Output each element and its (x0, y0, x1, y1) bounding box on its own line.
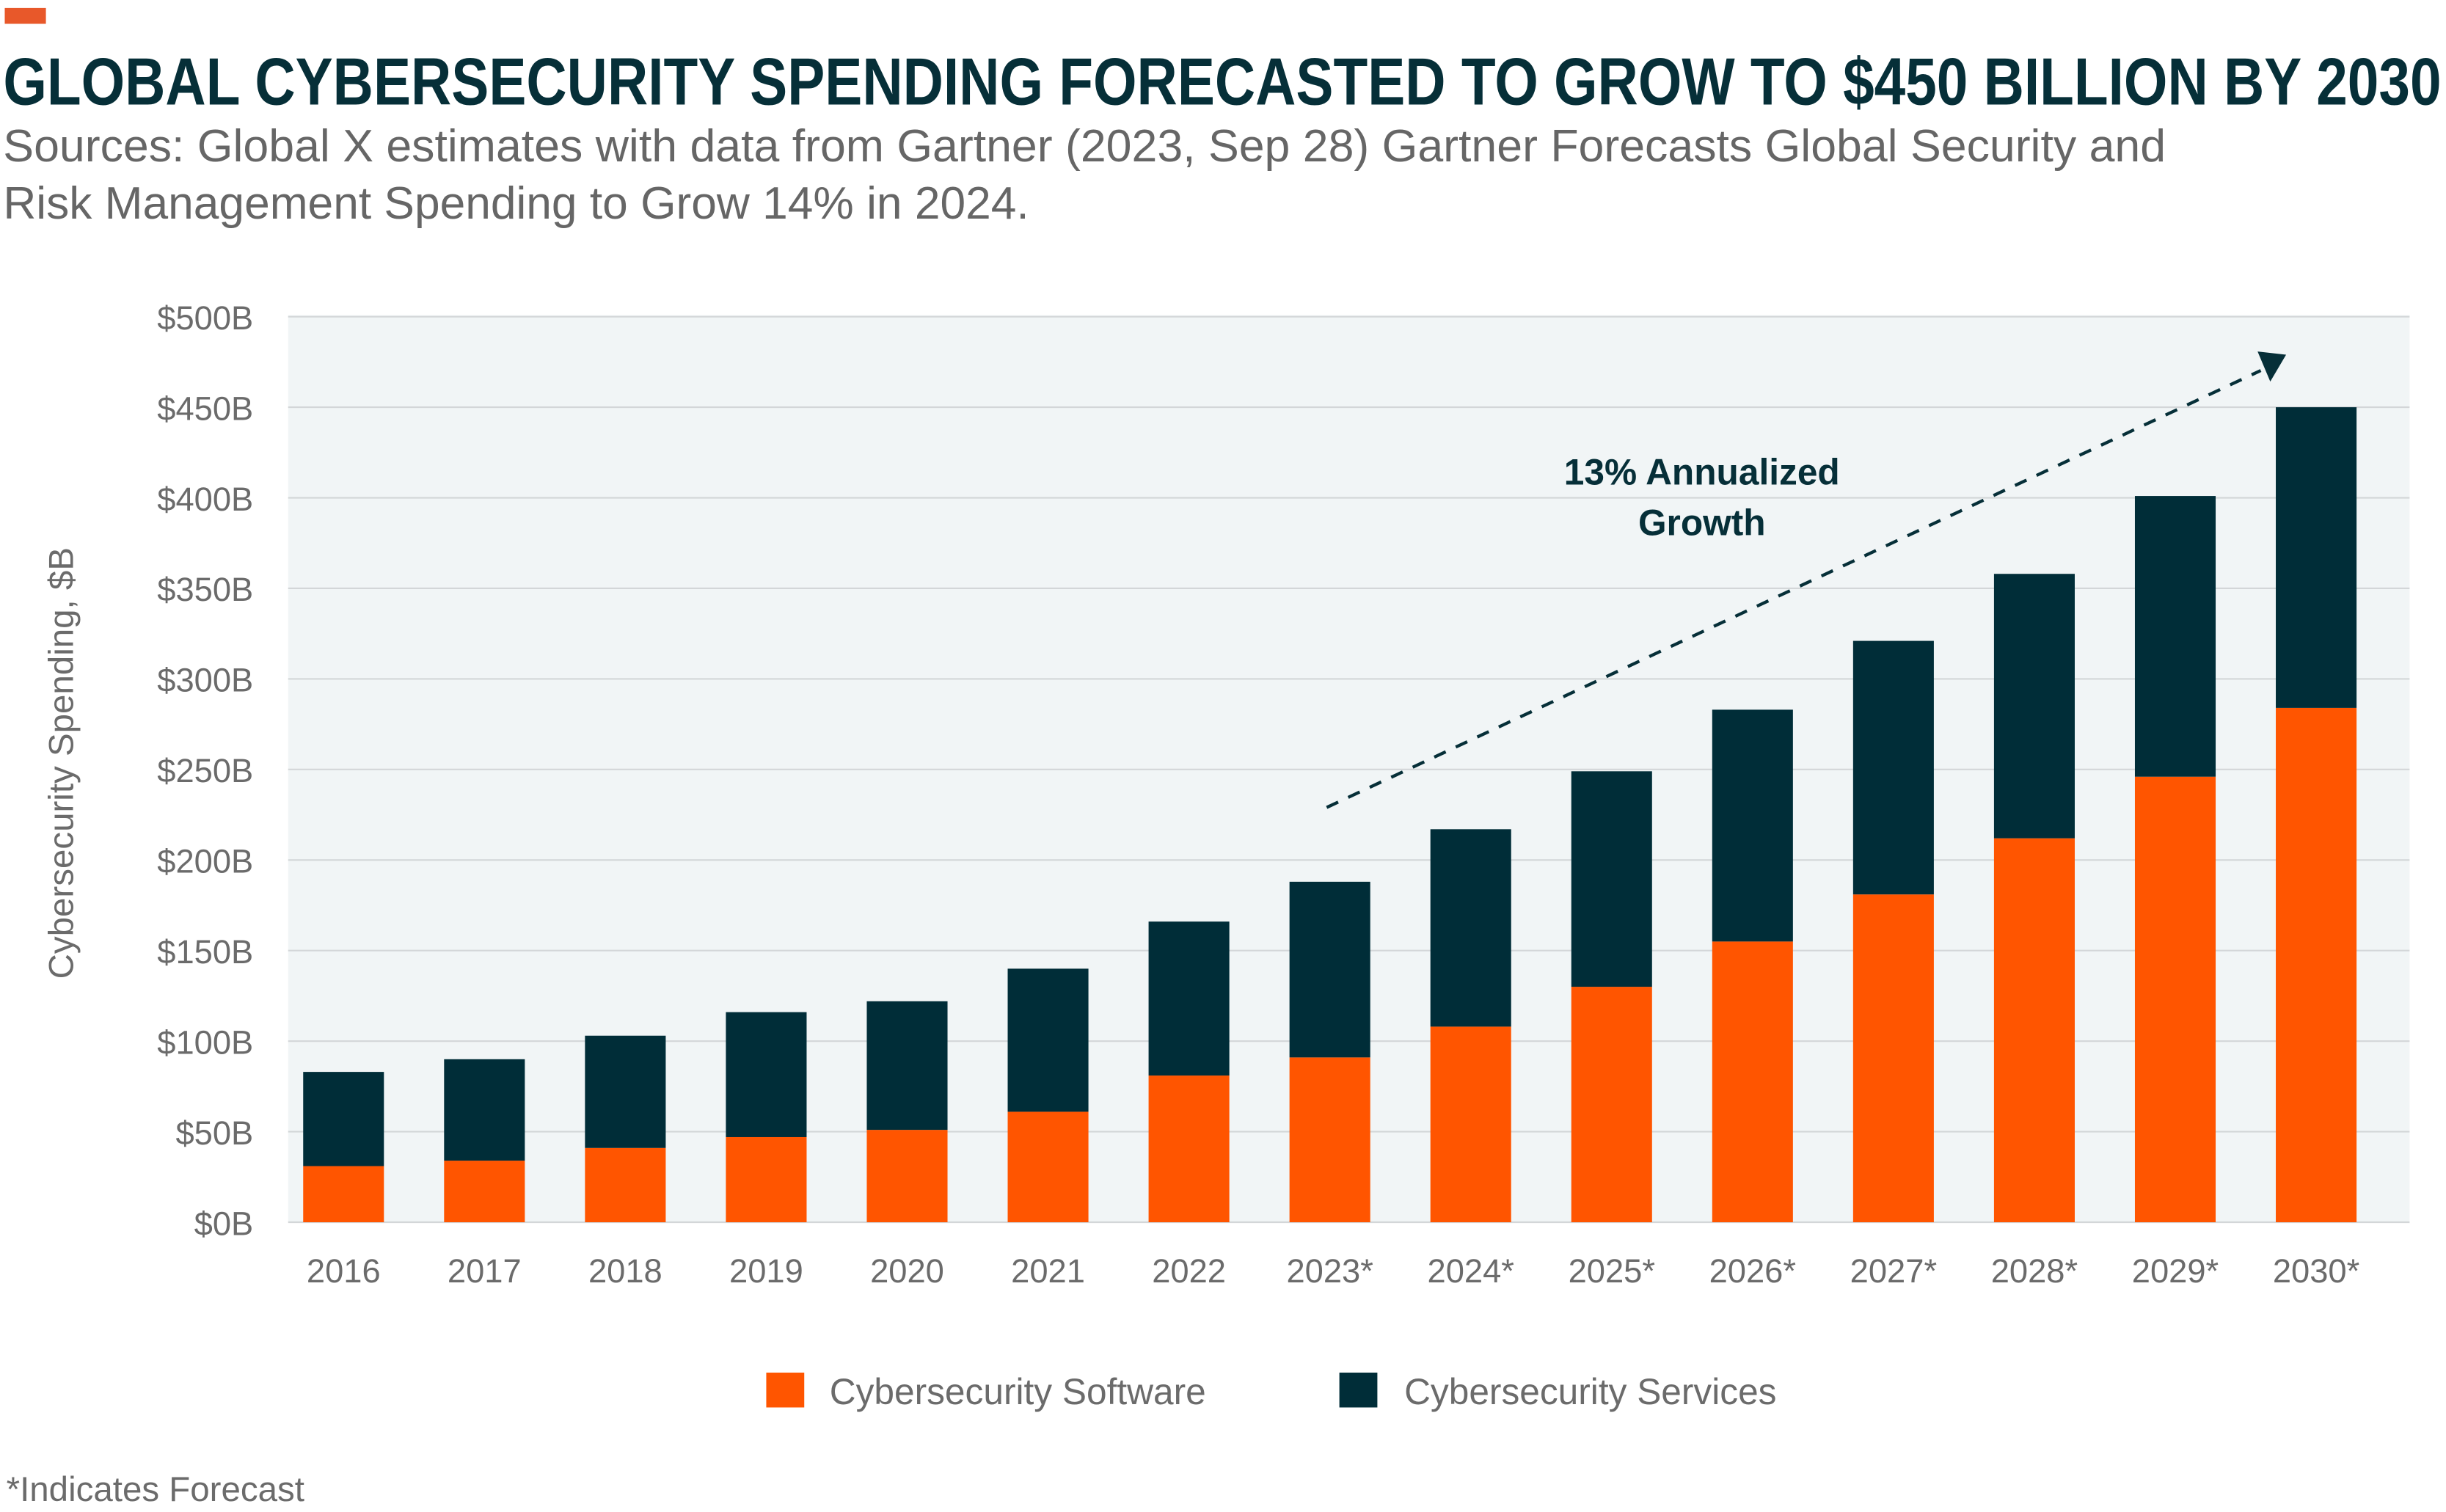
bar-software (1007, 1111, 1089, 1223)
bar-software (1430, 1026, 1511, 1223)
y-tick-label: $200B (157, 843, 253, 880)
bar-software (1148, 1075, 1230, 1223)
y-tick-label: $300B (157, 662, 253, 699)
bar-software (2276, 707, 2357, 1223)
x-tick-label: 2017 (448, 1252, 522, 1290)
bar-services (1712, 709, 1793, 942)
bar-software (1712, 941, 1793, 1223)
y-tick-label: $0B (194, 1205, 254, 1242)
growth-arrow-head (2257, 351, 2287, 382)
bar-services (1007, 968, 1089, 1112)
x-tick-label: 2016 (307, 1252, 381, 1290)
x-tick-label: 2028* (1991, 1252, 2078, 1290)
x-tick-label: 2018 (588, 1252, 662, 1290)
bar-services (1852, 640, 1934, 895)
bar-services (726, 1012, 807, 1137)
bar-services (866, 1001, 948, 1131)
bar-services (1571, 771, 1652, 987)
bar-services (1148, 921, 1230, 1076)
x-tick-label: 2019 (729, 1252, 803, 1290)
bar-services (444, 1059, 525, 1161)
legend-label-services: Cybersecurity Services (1404, 1371, 1776, 1412)
subtitle-line-1: Sources: Global X estimates with data fr… (3, 120, 2166, 172)
bar-software (1993, 838, 2075, 1223)
bar-services (2276, 407, 2357, 708)
bar-software (585, 1147, 666, 1223)
y-tick-label: $150B (157, 933, 253, 971)
x-tick-label: 2023* (1286, 1252, 1373, 1290)
bar-services (1993, 574, 2075, 839)
y-tick-label: $500B (157, 299, 253, 337)
bar-software (444, 1161, 525, 1223)
growth-arrow-line (1326, 369, 2262, 809)
x-tick-label: 2029* (2132, 1252, 2219, 1290)
subtitle-line-2: Risk Management Spending to Grow 14% in … (3, 178, 1029, 229)
x-tick-label: 2026* (1709, 1252, 1796, 1290)
x-tick-label: 2020 (870, 1252, 944, 1290)
bar-services (2134, 496, 2216, 777)
annotation-line-1: 13% Annualized (1564, 451, 1840, 492)
bar-software (726, 1136, 807, 1223)
bar-software (1571, 987, 1652, 1223)
x-tick-label: 2030* (2273, 1252, 2359, 1290)
bar-software (2134, 776, 2216, 1223)
y-tick-label: $350B (157, 571, 253, 608)
chart-title: GLOBAL CYBERSECURITY SPENDING FORECASTED… (3, 45, 2441, 120)
y-tick-label: $100B (157, 1023, 253, 1061)
x-tick-label: 2021 (1011, 1252, 1085, 1290)
x-tick-label: 2024* (1428, 1252, 1514, 1290)
y-axis-label: Cybersecurity Spending, $B (42, 547, 81, 979)
legend: Cybersecurity Software Cybersecurity Ser… (766, 1371, 1777, 1412)
legend-swatch-software (766, 1373, 805, 1408)
x-tick-label: 2022 (1152, 1252, 1226, 1290)
bar-services (1289, 881, 1370, 1058)
footnote: *Indicates Forecast (7, 1470, 304, 1509)
bar-software (1852, 894, 1934, 1223)
bar-software (1289, 1057, 1370, 1223)
bar-software (866, 1130, 948, 1223)
bar-services (585, 1035, 666, 1148)
y-tick-label: $400B (157, 481, 253, 518)
annotation-line-2: Growth (1638, 502, 1766, 543)
x-tick-label: 2027* (1850, 1252, 1937, 1290)
y-tick-label: $250B (157, 752, 253, 789)
y-tick-label: $50B (175, 1114, 253, 1152)
x-tick-label: 2025* (1569, 1252, 1655, 1290)
accent-bar (4, 7, 46, 24)
bar-services (303, 1072, 384, 1166)
legend-swatch-services (1339, 1373, 1378, 1408)
bar-software (303, 1166, 384, 1223)
y-tick-label: $450B (157, 390, 253, 427)
legend-label-software: Cybersecurity Software (830, 1371, 1206, 1412)
bar-services (1430, 829, 1511, 1027)
